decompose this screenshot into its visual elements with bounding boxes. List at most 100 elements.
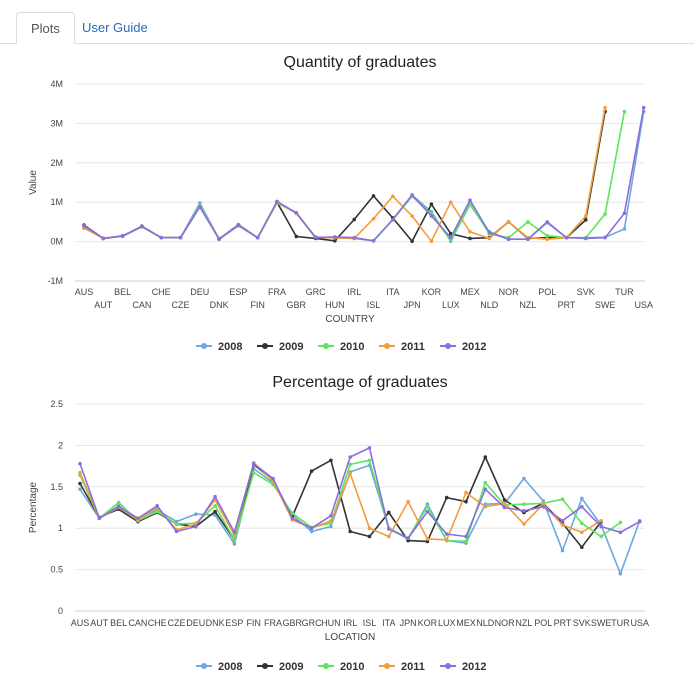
data-point-2009 xyxy=(580,545,584,550)
data-point-2011 xyxy=(541,502,545,506)
data-point-2008 xyxy=(425,502,430,506)
data-point-2012 xyxy=(599,524,603,529)
y-tick-label: 2 xyxy=(58,440,63,450)
data-point-2008 xyxy=(329,524,333,529)
series-line-2008 xyxy=(79,464,641,575)
legend-label-2011[interactable]: 2011 xyxy=(401,341,425,353)
data-point-2012 xyxy=(174,529,179,534)
legend-marker-2011[interactable] xyxy=(384,343,390,349)
x-tick-label: AUS xyxy=(71,618,90,628)
data-point-2012 xyxy=(410,193,414,197)
legend-marker-2012[interactable] xyxy=(445,343,451,349)
x-tick-label: LUX xyxy=(438,618,456,628)
x-tick-label: GRC xyxy=(302,618,323,628)
data-point-2012 xyxy=(641,105,646,110)
data-point-2012 xyxy=(348,455,353,459)
data-point-2010 xyxy=(329,521,333,526)
y-tick-label: 4M xyxy=(50,79,63,89)
x-tick-label: ITA xyxy=(386,287,399,297)
x-tick-label: CAN xyxy=(128,618,147,628)
x-tick-label: ITA xyxy=(382,618,395,628)
data-point-2011 xyxy=(464,490,468,495)
data-point-2012 xyxy=(275,199,279,204)
x-tick-label: NZL xyxy=(515,618,532,628)
data-point-2012 xyxy=(78,461,82,466)
legend-marker-2010[interactable] xyxy=(323,343,329,349)
data-point-2012 xyxy=(120,234,125,238)
legend-label-2009[interactable]: 2009 xyxy=(279,661,303,673)
data-point-2012 xyxy=(387,527,391,531)
legend-marker-2009[interactable] xyxy=(262,343,268,349)
data-point-2009 xyxy=(367,534,372,539)
data-point-2008 xyxy=(560,548,565,553)
x-tick-label: CZE xyxy=(168,618,186,628)
data-point-2011 xyxy=(584,214,588,218)
x-tick-label: NZL xyxy=(519,300,536,310)
data-point-2008 xyxy=(174,519,179,524)
data-point-2010 xyxy=(622,109,627,114)
legend-marker-2008[interactable] xyxy=(201,343,207,349)
data-point-2010 xyxy=(483,480,488,485)
data-point-2012 xyxy=(391,217,395,222)
data-point-2011 xyxy=(348,471,353,476)
series-line-2012 xyxy=(79,447,641,539)
legend-label-2012[interactable]: 2012 xyxy=(462,661,486,673)
data-point-2011 xyxy=(522,522,526,526)
y-axis-title: Value xyxy=(28,170,39,195)
data-point-2010 xyxy=(116,500,121,505)
x-tick-label: POL xyxy=(538,287,556,297)
x-tick-label: KOR xyxy=(422,287,442,297)
data-point-2012 xyxy=(564,235,569,240)
data-point-2012 xyxy=(580,504,584,509)
data-point-2009 xyxy=(333,239,337,243)
legend-label-2010[interactable]: 2010 xyxy=(340,661,364,673)
data-point-2010 xyxy=(448,238,453,243)
x-tick-label: FRA xyxy=(268,287,286,297)
data-point-2010 xyxy=(290,511,295,516)
data-point-2012 xyxy=(406,536,410,540)
data-point-2011 xyxy=(580,530,584,535)
legend-label-2008[interactable]: 2008 xyxy=(218,341,242,353)
data-point-2010 xyxy=(348,462,353,467)
legend-marker-2011[interactable] xyxy=(384,663,390,669)
x-tick-label: MEX xyxy=(460,287,480,297)
data-point-2012 xyxy=(618,530,623,535)
data-point-2012 xyxy=(622,211,627,216)
data-point-2012 xyxy=(329,513,333,518)
y-tick-label: 2M xyxy=(50,158,63,168)
data-point-2012 xyxy=(502,505,507,510)
x-axis-title: LOCATION xyxy=(325,632,375,643)
legend-label-2010[interactable]: 2010 xyxy=(340,341,364,353)
data-point-2011 xyxy=(502,501,507,506)
data-point-2008 xyxy=(232,542,237,546)
legend-marker-2012[interactable] xyxy=(445,663,451,669)
legend-label-2012[interactable]: 2012 xyxy=(462,341,486,353)
legend-marker-2010[interactable] xyxy=(323,663,329,669)
x-tick-label: BEL xyxy=(114,287,131,297)
data-point-2009 xyxy=(329,458,333,463)
data-point-2009 xyxy=(213,509,217,514)
x-tick-label: DEU xyxy=(190,287,209,297)
data-point-2009 xyxy=(387,510,391,515)
data-point-2011 xyxy=(506,220,511,224)
data-point-2012 xyxy=(541,504,545,509)
data-point-2010 xyxy=(367,458,372,463)
legend-label-2008[interactable]: 2008 xyxy=(218,661,242,673)
x-tick-label: NOR xyxy=(499,287,520,297)
data-point-2008 xyxy=(309,529,314,534)
series-line-2009 xyxy=(79,456,602,549)
tab-plots[interactable]: Plots xyxy=(16,12,75,44)
x-tick-label: GBR xyxy=(283,618,303,628)
x-tick-label: KOR xyxy=(418,618,438,628)
x-tick-label: IRL xyxy=(343,618,357,628)
tab-user-guide[interactable]: User Guide xyxy=(82,20,148,35)
x-tick-label: PRT xyxy=(554,618,572,628)
legend-label-2011[interactable]: 2011 xyxy=(401,661,425,673)
legend-marker-2009[interactable] xyxy=(262,663,268,669)
x-tick-label: HUN xyxy=(325,300,345,310)
legend-label-2009[interactable]: 2009 xyxy=(279,341,303,353)
data-point-2010 xyxy=(526,220,530,224)
legend-marker-2008[interactable] xyxy=(201,663,207,669)
y-tick-label: 1.5 xyxy=(50,482,63,492)
